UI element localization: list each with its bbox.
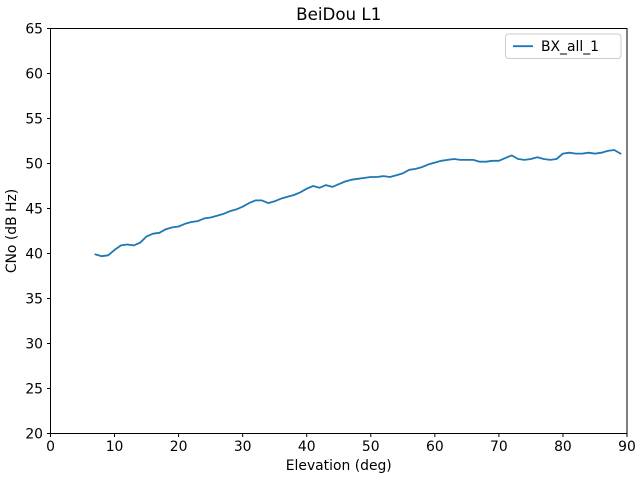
- y-tick-label: 20: [25, 426, 43, 442]
- plot-area: [50, 28, 628, 434]
- y-axis-label: CNo (dB Hz): [4, 189, 20, 273]
- x-tick-label: 60: [426, 439, 444, 455]
- x-axis-label: Elevation (deg): [286, 458, 392, 474]
- y-tick-label: 30: [25, 336, 43, 352]
- y-axis-ticks: 20 25 30 35 40 45 50 55 60 65: [25, 21, 51, 442]
- x-axis-ticks: 0 10 20 30 40 50 60 70 80 90: [46, 433, 636, 455]
- legend: BX_all_1: [505, 33, 622, 59]
- legend-label: BX_all_1: [541, 39, 599, 55]
- legend-box: [505, 33, 622, 59]
- x-tick-label: 0: [46, 439, 55, 455]
- y-tick-label: 25: [25, 381, 43, 397]
- x-tick-label: 10: [106, 439, 124, 455]
- x-tick-label: 20: [170, 439, 188, 455]
- chart-title: BeiDou L1: [296, 4, 381, 24]
- x-tick-label: 50: [362, 439, 380, 455]
- x-tick-label: 80: [554, 439, 572, 455]
- y-tick-label: 40: [25, 246, 43, 262]
- y-tick-label: 50: [25, 156, 43, 172]
- y-tick-label: 60: [25, 66, 43, 82]
- y-tick-label: 65: [25, 21, 43, 37]
- y-tick-label: 45: [25, 201, 43, 217]
- x-tick-label: 90: [618, 439, 636, 455]
- x-tick-label: 30: [234, 439, 252, 455]
- x-tick-label: 40: [298, 439, 316, 455]
- x-tick-label: 70: [490, 439, 508, 455]
- series-line: [94, 149, 622, 258]
- y-tick-label: 55: [25, 111, 43, 127]
- y-tick-label: 35: [25, 291, 43, 307]
